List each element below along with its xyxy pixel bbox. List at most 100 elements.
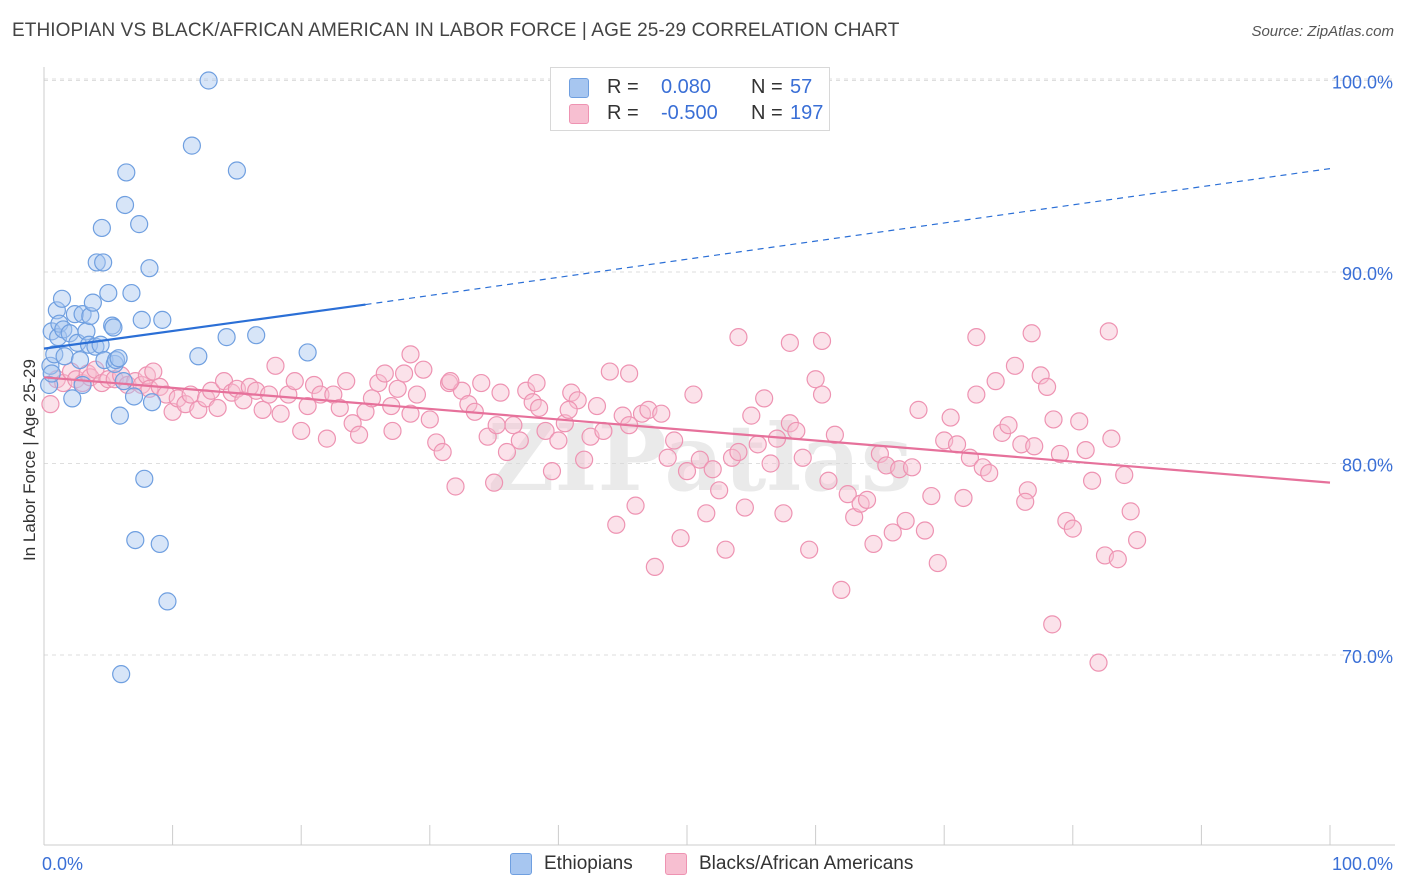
- legend-swatch-blacks: [569, 104, 589, 124]
- point-blacks-african-americans: [497, 442, 517, 462]
- point-ethiopians: [140, 259, 159, 278]
- point-blacks-african-americans: [1022, 324, 1041, 343]
- point-blacks-african-americans: [825, 425, 844, 444]
- point-blacks-african-americans: [812, 331, 832, 351]
- point-blacks-african-americans: [527, 373, 546, 393]
- point-ethiopians: [158, 592, 177, 611]
- trend-line-blacks-african-americans: [43, 376, 1331, 484]
- point-blacks-african-americans: [915, 521, 935, 540]
- point-blacks-african-americans: [774, 504, 793, 523]
- point-blacks-african-americans: [433, 442, 452, 462]
- point-blacks-african-americans: [671, 529, 690, 548]
- legend-swatch-ethiopians: [510, 853, 532, 875]
- point-blacks-african-americans: [594, 421, 613, 441]
- point-ethiopians: [130, 215, 149, 234]
- point-blacks-african-americans: [1043, 615, 1062, 634]
- point-blacks-african-americans: [941, 408, 960, 427]
- point-blacks-african-americans: [208, 398, 227, 418]
- point-blacks-african-americans: [793, 448, 812, 467]
- point-ethiopians: [99, 283, 118, 303]
- point-blacks-african-americans: [420, 410, 439, 429]
- point-ethiopians: [117, 163, 136, 182]
- point-blacks-african-americans: [658, 448, 677, 467]
- point-blacks-african-americans: [600, 362, 619, 381]
- point-blacks-african-americans: [742, 406, 761, 425]
- point-blacks-african-americans: [967, 385, 986, 404]
- point-blacks-african-americans: [620, 364, 639, 383]
- point-blacks-african-americans: [755, 389, 774, 408]
- point-ethiopians: [92, 218, 111, 238]
- point-blacks-african-americans: [812, 385, 832, 404]
- point-ethiopians: [110, 406, 129, 425]
- point-blacks-african-americans: [954, 488, 973, 508]
- y-tick-label: 100.0%: [1332, 73, 1393, 93]
- point-ethiopians: [109, 349, 128, 368]
- point-blacks-african-americans: [697, 504, 716, 523]
- point-blacks-african-americans: [337, 372, 356, 391]
- point-blacks-african-americans: [1127, 530, 1147, 550]
- point-blacks-african-americans: [510, 431, 529, 450]
- point-ethiopians: [65, 305, 84, 324]
- point-ethiopians: [115, 195, 135, 215]
- legend-swatch-ethiopians: [569, 78, 589, 98]
- point-blacks-african-americans: [407, 385, 427, 404]
- point-blacks-african-americans: [41, 395, 60, 414]
- point-blacks-african-americans: [652, 404, 671, 423]
- point-blacks-african-americans: [626, 496, 645, 515]
- point-blacks-african-americans: [806, 370, 825, 389]
- data-points: [40, 71, 1147, 684]
- point-ethiopians: [70, 350, 90, 370]
- point-blacks-african-americans: [157, 385, 176, 404]
- trend-lines: [43, 167, 1331, 484]
- point-blacks-african-americans: [317, 429, 337, 448]
- legend-n-label: N =: [751, 102, 783, 124]
- point-blacks-african-americans: [838, 485, 857, 504]
- point-ethiopians: [52, 289, 72, 308]
- point-blacks-african-americans: [883, 523, 902, 542]
- point-blacks-african-americans: [1099, 322, 1118, 341]
- point-blacks-african-americans: [587, 396, 607, 416]
- legend-n-value: 197: [790, 102, 824, 124]
- point-blacks-african-americans: [517, 381, 536, 400]
- point-blacks-african-americans: [645, 557, 664, 577]
- point-blacks-african-americans: [383, 421, 402, 441]
- point-ethiopians: [63, 389, 82, 408]
- point-blacks-african-americans: [1037, 377, 1057, 396]
- point-blacks-african-americans: [735, 498, 754, 517]
- point-ethiopians: [47, 301, 66, 320]
- point-blacks-african-americans: [487, 416, 506, 435]
- point-ethiopians: [55, 347, 74, 366]
- point-blacks-african-americans: [607, 515, 626, 534]
- point-blacks-african-americans: [1121, 502, 1140, 521]
- point-blacks-african-americans: [832, 580, 851, 599]
- point-ethiopians: [81, 306, 100, 326]
- legend-n-value: 57: [790, 76, 813, 98]
- point-blacks-african-americans: [1005, 356, 1025, 375]
- legend-label-ethiopians: Ethiopians: [544, 853, 633, 874]
- point-blacks-african-americans: [1070, 412, 1089, 431]
- point-ethiopians: [87, 253, 106, 272]
- legend-r-label: R =: [607, 102, 639, 124]
- point-ethiopians: [199, 71, 218, 90]
- y-tick-label: 70.0%: [1342, 647, 1393, 667]
- point-blacks-african-americans: [559, 400, 578, 419]
- point-blacks-african-americans: [536, 421, 555, 441]
- point-blacks-african-americans: [922, 486, 941, 506]
- point-blacks-african-americans: [986, 372, 1005, 391]
- point-blacks-african-americans: [1076, 440, 1095, 460]
- point-blacks-african-americans: [1102, 429, 1121, 448]
- point-blacks-african-americans: [716, 540, 735, 559]
- point-blacks-african-americans: [343, 414, 362, 433]
- point-ethiopians: [247, 326, 266, 345]
- point-blacks-african-americans: [575, 450, 594, 469]
- point-blacks-african-americans: [144, 362, 163, 381]
- point-blacks-african-americans: [729, 328, 748, 347]
- point-blacks-african-americans: [362, 389, 382, 408]
- point-blacks-african-americans: [298, 396, 317, 416]
- point-blacks-african-americans: [780, 333, 799, 352]
- point-blacks-african-americans: [947, 435, 967, 454]
- point-blacks-african-americans: [864, 534, 883, 554]
- point-blacks-african-americans: [1115, 465, 1134, 485]
- point-blacks-african-americans: [369, 373, 388, 393]
